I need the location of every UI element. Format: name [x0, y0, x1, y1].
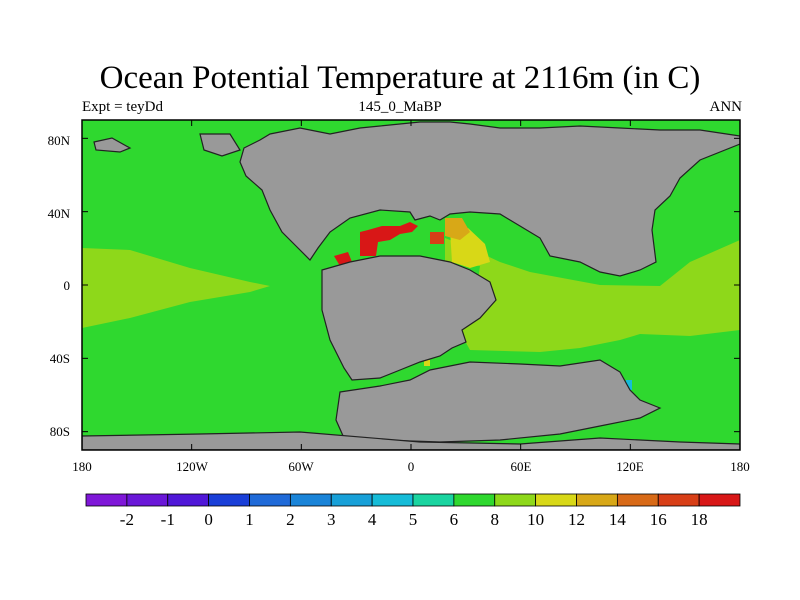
y-tick-80n: 80N [47, 133, 70, 148]
landmass-arctic-island-east [199, 133, 241, 157]
colorbar-label-13: 16 [649, 510, 667, 529]
axis-ticks [81, 120, 741, 450]
colorbar-label-7: 5 [408, 510, 418, 529]
colorbar-swatch-10 [494, 493, 537, 507]
landmass-southern-polar [82, 431, 740, 450]
gateway-hot-pool [430, 232, 444, 244]
colorbar-swatch-12 [576, 493, 618, 507]
colorbar-swatch-15 [698, 493, 741, 507]
period-label: 145_0_MaBP [358, 99, 442, 115]
colorbar-swatch-7 [371, 493, 414, 507]
colorbar-swatch-11 [535, 493, 577, 507]
colorbar-swatch-2 [167, 493, 210, 507]
colorbar-label-14: 18 [690, 510, 708, 529]
colorbar-label-3: 1 [245, 510, 254, 529]
y-tick-40s: 40S [49, 351, 70, 366]
y-tick-40n: 40N [47, 206, 70, 221]
colorbar-label-5: 3 [327, 510, 336, 529]
colorbar-label-9: 8 [490, 510, 500, 529]
colorbar-label-6: 4 [367, 510, 377, 529]
colorbar-label-8: 6 [449, 510, 459, 529]
colorbar-swatch-1 [126, 493, 169, 507]
x-tick-120w: 120W [176, 459, 208, 474]
colorbar-label-4: 2 [286, 510, 295, 529]
landmass-arctic-island-west [93, 137, 132, 153]
x-tick-0: 0 [407, 459, 415, 474]
colorbar-label-10: 10 [527, 510, 545, 529]
x-tick-180w: 180 [72, 459, 92, 474]
season-label: ANN [709, 99, 743, 115]
x-tick-180e: 180 [730, 459, 750, 474]
colorbar-swatch-0 [85, 493, 128, 507]
tethys-warm-band [445, 238, 740, 352]
colorbar-label-11: 12 [568, 510, 585, 529]
y-tick-0: 0 [63, 278, 71, 293]
experiment-label: Expt = teyDd [82, 99, 163, 115]
landmass-west-gondwana [321, 255, 497, 381]
colorbar-swatch-4 [249, 493, 291, 507]
colorbar-label-0: -2 [119, 510, 134, 529]
landmass-laurasia [239, 121, 740, 277]
colorbar-label-2: 0 [204, 510, 213, 529]
colorbar-swatch-14 [657, 493, 700, 507]
colorbar-label-12: 14 [608, 510, 626, 529]
colorbar-label-1: -1 [160, 510, 175, 529]
map-title: Ocean Potential Temperature at 2116m (in… [99, 60, 701, 96]
colorbar-swatch-3 [208, 493, 250, 507]
southern-yellow-dot [424, 360, 430, 366]
x-tick-120e: 120E [616, 459, 644, 474]
tethys-orange-patch [445, 218, 470, 240]
colorbar-swatch-9 [453, 493, 496, 507]
colorbar-swatch-5 [289, 493, 332, 507]
colorbar-swatch-13 [616, 493, 659, 507]
x-tick-60e: 60E [510, 459, 532, 474]
colorbar-swatch-8 [412, 493, 455, 507]
southern-cyan-dot [626, 380, 632, 390]
western-tethys-hot-pool [360, 222, 418, 256]
y-tick-80s: 80S [49, 424, 70, 439]
colorbar-swatch-6 [330, 493, 373, 507]
pacific-warm-tongue [82, 248, 270, 328]
x-tick-60w: 60W [288, 459, 314, 474]
